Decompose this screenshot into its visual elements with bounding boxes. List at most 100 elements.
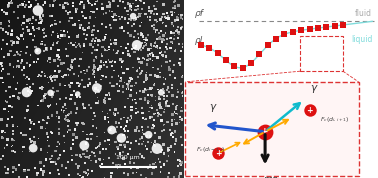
Point — [103, 33, 109, 36]
Point — [49, 114, 55, 117]
Point — [172, 48, 178, 51]
Point — [178, 109, 184, 112]
Point — [105, 116, 111, 119]
Point — [45, 81, 51, 84]
Point — [167, 60, 173, 63]
Point — [91, 111, 97, 114]
Point — [19, 34, 25, 37]
Point — [40, 97, 46, 100]
Point — [90, 38, 96, 41]
Point — [113, 121, 119, 124]
Point — [81, 42, 87, 45]
Point — [86, 133, 92, 136]
Point — [148, 11, 154, 14]
Point — [0, 76, 5, 79]
Point — [39, 126, 45, 129]
Point — [136, 66, 143, 69]
Point — [65, 119, 71, 122]
Point — [136, 138, 143, 141]
Point — [103, 148, 109, 151]
Point — [77, 154, 83, 157]
Point — [134, 69, 140, 72]
Point — [175, 32, 181, 35]
Point — [37, 15, 43, 18]
Point — [180, 91, 186, 93]
Point — [178, 50, 184, 53]
Point — [139, 136, 145, 139]
Point — [101, 158, 107, 161]
Point — [133, 5, 139, 8]
Point — [33, 18, 39, 21]
Point — [155, 91, 161, 94]
Point — [40, 86, 46, 89]
Point — [80, 103, 86, 106]
Point — [74, 122, 81, 124]
Point — [123, 124, 129, 127]
Point — [22, 169, 28, 171]
Point — [265, 44, 271, 47]
Point — [127, 94, 133, 97]
Point — [147, 54, 153, 56]
Point — [6, 2, 12, 5]
Point — [44, 132, 50, 135]
Point — [120, 150, 126, 153]
Point — [168, 41, 174, 44]
Point — [164, 56, 170, 59]
Point — [116, 140, 122, 142]
Point — [147, 164, 153, 166]
Point — [76, 19, 82, 22]
Point — [154, 38, 160, 41]
Point — [164, 120, 170, 123]
Point — [110, 59, 116, 62]
Point — [149, 94, 155, 96]
Point — [148, 43, 154, 46]
Point — [57, 37, 63, 40]
Point — [50, 76, 56, 78]
Point — [101, 131, 107, 134]
Point — [70, 133, 76, 136]
Point — [133, 0, 139, 2]
Point — [132, 46, 138, 49]
Point — [35, 50, 41, 53]
Point — [102, 101, 108, 104]
Point — [97, 143, 103, 146]
Point — [134, 44, 140, 46]
Point — [96, 99, 102, 102]
Point — [91, 29, 97, 32]
Point — [75, 93, 81, 95]
Point — [86, 66, 92, 69]
Point — [96, 91, 102, 94]
Point — [77, 24, 84, 27]
Point — [68, 111, 74, 114]
Point — [152, 95, 158, 98]
Point — [5, 138, 11, 141]
Point — [160, 91, 166, 94]
Point — [177, 172, 183, 175]
Point — [50, 93, 56, 96]
Point — [115, 146, 121, 149]
Point — [106, 91, 112, 94]
Point — [52, 19, 58, 22]
Point — [93, 160, 99, 163]
Point — [151, 44, 157, 47]
Point — [113, 38, 119, 41]
Point — [34, 173, 40, 176]
Point — [167, 68, 173, 71]
Point — [113, 130, 119, 133]
Point — [22, 170, 28, 172]
Point — [129, 25, 135, 28]
Point — [82, 28, 88, 31]
Point — [139, 142, 145, 145]
Point — [30, 26, 36, 29]
Point — [78, 1, 84, 4]
Point — [139, 112, 146, 114]
Point — [58, 29, 64, 32]
Point — [94, 0, 101, 2]
Point — [12, 139, 18, 142]
Point — [143, 176, 149, 178]
Point — [43, 158, 49, 161]
Point — [74, 96, 80, 99]
Point — [149, 141, 155, 144]
Point — [147, 135, 153, 138]
Point — [68, 66, 74, 68]
